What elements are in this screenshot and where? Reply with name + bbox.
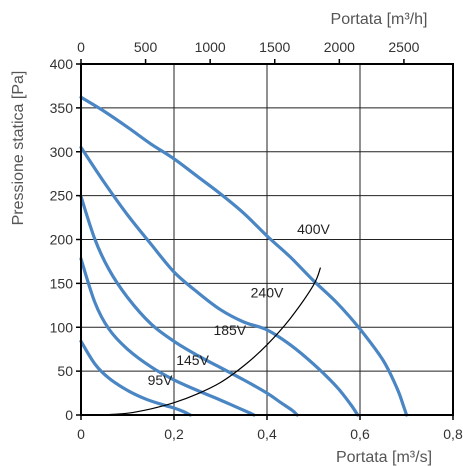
x-bottom-tick-label: 0 <box>77 426 85 442</box>
x-bottom-tick-label: 0,8 <box>443 426 463 442</box>
curve-95v <box>79 339 192 417</box>
series-layer <box>79 95 409 417</box>
curve-145v <box>79 257 256 417</box>
curve-label-240v: 240V <box>251 284 284 300</box>
y-tick-label: 400 <box>50 56 74 72</box>
x-top-tick-label: 2500 <box>388 39 419 55</box>
system-curve-layer <box>99 267 322 416</box>
y-tick-label: 100 <box>50 319 74 335</box>
y-tick-label: 200 <box>50 232 74 248</box>
curve-label-145v: 145V <box>176 352 209 368</box>
system-resistance-curve <box>99 267 322 416</box>
x-top-tick-label: 500 <box>134 39 158 55</box>
x-top-tick-label: 2000 <box>324 39 355 55</box>
curve-label-95v: 95V <box>148 372 174 388</box>
y-axis-title: Pressione statica [Pa] <box>10 71 27 226</box>
top-axis-title: Portata [m³/h] <box>331 11 428 28</box>
x-top-tick-label: 0 <box>77 39 85 55</box>
y-tick-label: 300 <box>50 144 74 160</box>
curve-label-400v: 400V <box>297 221 330 237</box>
y-tick-label: 150 <box>50 275 74 291</box>
y-tick-label: 350 <box>50 100 74 116</box>
x-top-tick-label: 1500 <box>259 39 290 55</box>
x-bottom-tick-label: 0,2 <box>164 426 184 442</box>
curve-185v <box>79 194 299 417</box>
x-bottom-tick-label: 0,6 <box>350 426 370 442</box>
curve-label-185v: 185V <box>213 322 246 338</box>
bottom-axis-title: Portata [m³/s] <box>336 449 432 466</box>
curve-240v <box>79 145 360 417</box>
y-tick-label: 0 <box>65 407 73 423</box>
y-tick-label: 250 <box>50 188 74 204</box>
y-tick-label: 50 <box>57 363 73 379</box>
x-bottom-tick-label: 0,4 <box>257 426 277 442</box>
curve-400v <box>79 95 409 417</box>
x-top-tick-label: 1000 <box>195 39 226 55</box>
